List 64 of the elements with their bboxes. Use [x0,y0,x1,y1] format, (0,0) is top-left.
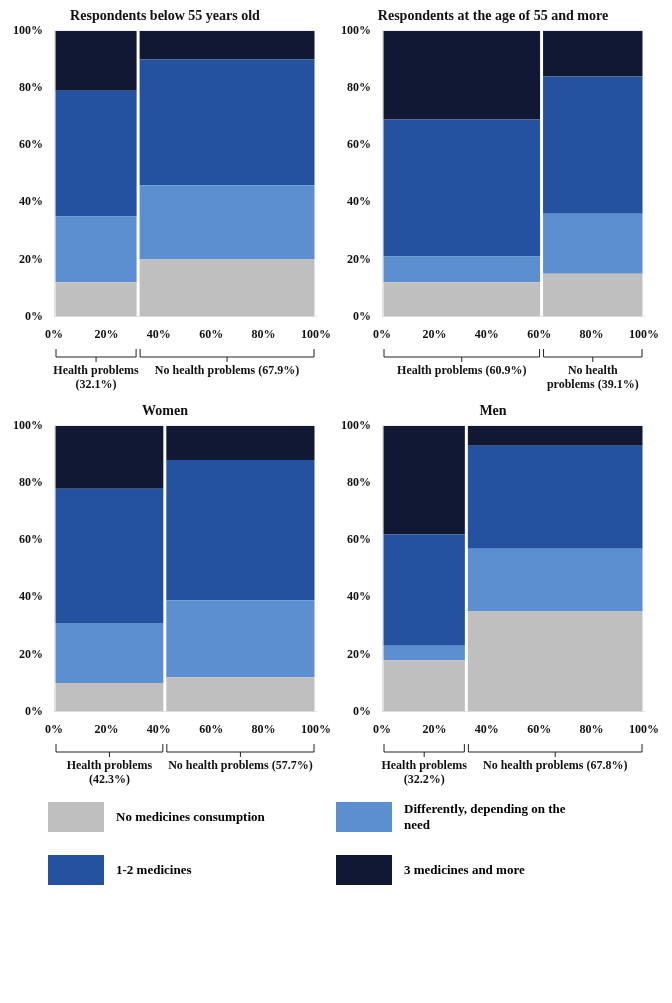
x-tick-label: 60% [527,326,552,341]
y-tick-label: 60% [347,137,371,152]
x-tick-label: 0% [45,721,63,736]
x-tick-label: 60% [199,721,224,736]
y-tick-label: 20% [347,646,371,661]
y-tick-label: 20% [19,646,43,661]
x-tick-label: 20% [94,326,119,341]
y-tick-label: 20% [347,251,371,266]
y-tick-label: 0% [353,308,371,323]
x-tick-label: 40% [474,721,499,736]
y-tick-label: 40% [19,589,43,604]
text: Health problems (32.2%) [381,758,468,787]
y-tick-label: 80% [19,475,43,490]
x-tick-label: 0% [373,326,391,341]
y-tick-label: 60% [19,137,43,152]
chart-title: Men [479,403,507,419]
y-tick-label: 100% [341,22,371,37]
y-tick-label: 100% [13,417,43,432]
y-tick-label: 80% [347,475,371,490]
y-tick-label: 100% [341,417,371,432]
y-tick-label: 80% [347,80,371,95]
legend-label: 3 medicines and more [404,862,525,878]
x-tick-label: 20% [422,326,447,341]
chart-title: Women [142,403,189,419]
x-tick-label: 80% [579,721,604,736]
text: Health problems (32.1%) [53,363,140,392]
x-tick-label: 100% [301,721,331,736]
y-tick-label: 60% [19,532,43,547]
x-tick-label: 100% [301,326,331,341]
y-tick-label: 100% [13,22,43,37]
text: Health problems (60.9%) [397,363,527,378]
legend-label: Differently, depending on the need [404,801,567,833]
text: Health problems (42.3%) [66,758,153,787]
y-tick-label: 40% [347,589,371,604]
y-tick-label: 20% [19,251,43,266]
x-tick-label: 80% [251,326,276,341]
y-tick-label: 0% [25,703,43,718]
y-tick-label: 40% [347,194,371,209]
legend-label: 1-2 medicines [116,862,192,878]
x-tick-label: 0% [45,326,63,341]
x-tick-label: 40% [146,326,171,341]
y-tick-label: 80% [19,80,43,95]
x-tick-label: 40% [474,326,499,341]
x-tick-label: 0% [373,721,391,736]
chart-title: Respondents below 55 years old [70,8,261,24]
x-tick-label: 20% [94,721,119,736]
x-tick-label: 60% [527,721,552,736]
text: No health problems (67.8%) [482,758,628,773]
x-tick-label: 100% [629,721,659,736]
x-tick-label: 80% [251,721,276,736]
text: No health problems (39.1%) [546,363,639,392]
y-tick-label: 0% [25,308,43,323]
x-tick-label: 60% [199,326,224,341]
y-tick-label: 0% [353,703,371,718]
text: No health problems (67.9%) [154,363,300,378]
x-tick-label: 80% [579,326,604,341]
text: No health problems (57.7%) [168,758,313,773]
y-tick-label: 60% [347,532,371,547]
x-tick-label: 40% [146,721,171,736]
chart-title: Respondents at the age of 55 and more [377,8,609,24]
x-tick-label: 20% [422,721,447,736]
x-tick-label: 100% [629,326,659,341]
legend-label: No medicines consumption [116,809,265,825]
y-tick-label: 40% [19,194,43,209]
